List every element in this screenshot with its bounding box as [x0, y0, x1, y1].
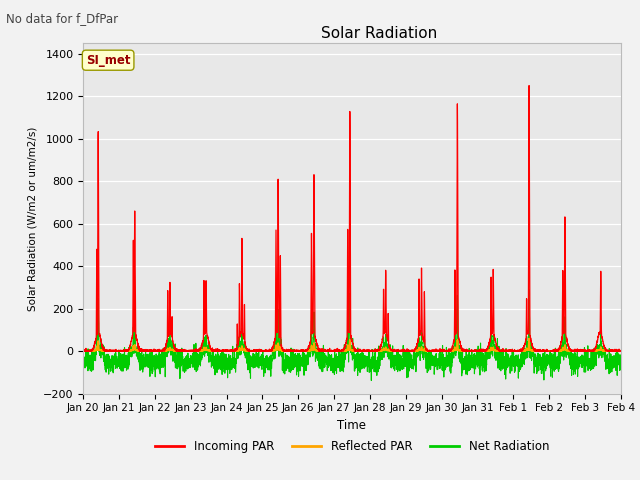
- Incoming PAR: [525, 83, 533, 88]
- Reflected PAR: [332, 348, 340, 354]
- Net Radiation: [176, 360, 184, 365]
- Reflected PAR: [525, 336, 533, 341]
- Incoming PAR: [617, 348, 625, 354]
- Net Radiation: [525, 287, 533, 292]
- Text: SI_met: SI_met: [86, 54, 131, 67]
- Net Radiation: [617, 367, 625, 373]
- Incoming PAR: [503, 348, 511, 354]
- Net Radiation: [472, 353, 480, 359]
- Line: Incoming PAR: Incoming PAR: [83, 85, 621, 351]
- Reflected PAR: [617, 348, 625, 354]
- Net Radiation: [367, 378, 375, 384]
- Incoming PAR: [616, 348, 624, 354]
- Text: No data for f_DfPar: No data for f_DfPar: [6, 12, 118, 25]
- Reflected PAR: [399, 348, 407, 354]
- Reflected PAR: [443, 348, 451, 354]
- Legend: Incoming PAR, Reflected PAR, Net Radiation: Incoming PAR, Reflected PAR, Net Radiati…: [150, 435, 554, 458]
- Net Radiation: [616, 352, 624, 358]
- Reflected PAR: [503, 348, 511, 354]
- Line: Reflected PAR: Reflected PAR: [83, 338, 621, 351]
- Y-axis label: Solar Radiation (W/m2 or um/m2/s): Solar Radiation (W/m2 or um/m2/s): [28, 126, 37, 311]
- Incoming PAR: [332, 348, 340, 354]
- Title: Solar Radiation: Solar Radiation: [321, 25, 437, 41]
- Net Radiation: [332, 360, 340, 366]
- Incoming PAR: [176, 348, 184, 354]
- Net Radiation: [79, 368, 87, 374]
- Incoming PAR: [472, 348, 480, 353]
- Reflected PAR: [176, 348, 184, 354]
- Incoming PAR: [79, 348, 87, 354]
- Line: Net Radiation: Net Radiation: [83, 289, 621, 381]
- Reflected PAR: [79, 348, 87, 354]
- Reflected PAR: [616, 348, 624, 354]
- Incoming PAR: [443, 348, 451, 354]
- X-axis label: Time: Time: [337, 419, 367, 432]
- Reflected PAR: [472, 348, 480, 354]
- Net Radiation: [443, 352, 451, 358]
- Net Radiation: [503, 357, 511, 363]
